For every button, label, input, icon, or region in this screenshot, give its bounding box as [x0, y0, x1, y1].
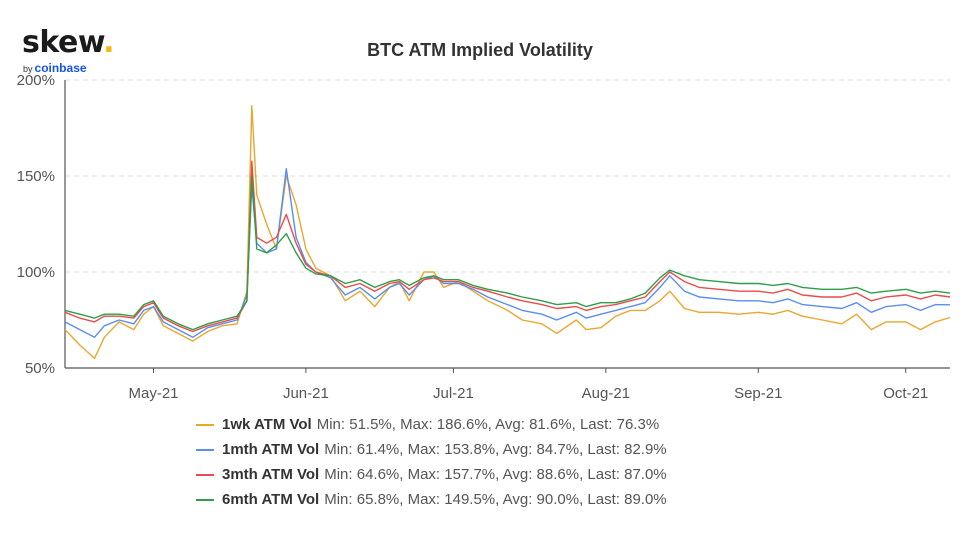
legend-series-stats: Min: 51.5%, Max: 186.6%, Avg: 81.6%, Las…	[316, 416, 660, 433]
logo-dot: .	[103, 25, 115, 60]
logo-coinbase-text: coinbase	[34, 61, 87, 75]
x-tick-label: May-21	[128, 385, 178, 402]
y-tick-label: 50%	[25, 360, 55, 377]
legend-item-4[interactable]: 6mth ATM Vol Min: 65.8%, Max: 149.5%, Avg…	[196, 487, 667, 512]
series-line-4	[64, 176, 951, 331]
legend-swatch	[196, 473, 214, 476]
legend-series-name: 1wk ATM Vol	[222, 416, 312, 433]
series-line-1	[64, 105, 951, 360]
x-tick-label: Jul-21	[433, 385, 474, 402]
skew-logo: skew. by coinbase	[22, 25, 115, 76]
x-tick-label: Oct-21	[883, 385, 928, 402]
grid-lines	[65, 79, 950, 273]
legend: 1wk ATM Vol Min: 51.5%, Max: 186.6%, Avg:…	[196, 412, 667, 512]
y-tick-label: 200%	[17, 72, 55, 89]
legend-item-1[interactable]: 1wk ATM Vol Min: 51.5%, Max: 186.6%, Avg:…	[196, 412, 667, 437]
legend-series-name: 3mth ATM Vol	[222, 466, 320, 483]
tick-labels: 50% 100% 150% 200% May-21 Jun-21 Jul-21 Aug-21 S…	[17, 72, 929, 402]
x-tick-label: Sep-21	[734, 385, 782, 402]
legend-item-2[interactable]: 1mth ATM Vol Min: 61.4%, Max: 153.8%, Avg…	[196, 437, 667, 462]
legend-item-3[interactable]: 3mth ATM Vol Min: 64.6%, Max: 157.7%, Avg…	[196, 462, 667, 487]
logo-by-text: by	[23, 64, 33, 74]
logo-wordmark: skew	[22, 25, 104, 60]
legend-swatch	[196, 423, 214, 426]
y-tick-label: 150%	[17, 168, 55, 185]
legend-series-stats: Min: 61.4%, Max: 153.8%, Avg: 84.7%, Las…	[324, 441, 667, 458]
x-tick-label: Aug-21	[582, 385, 630, 402]
legend-series-stats: Min: 64.6%, Max: 157.7%, Avg: 88.6%, Las…	[324, 466, 667, 483]
legend-series-stats: Min: 65.8%, Max: 149.5%, Avg: 90.0%, Las…	[324, 491, 667, 508]
x-tick-label: Jun-21	[283, 385, 329, 402]
legend-series-name: 6mth ATM Vol	[222, 491, 320, 508]
series-line-3	[64, 160, 951, 333]
series-line-2	[64, 168, 951, 338]
series-lines	[64, 105, 951, 360]
axes	[64, 80, 950, 373]
chart-title: BTC ATM Implied Volatility	[367, 40, 593, 60]
legend-swatch	[196, 448, 214, 451]
y-tick-label: 100%	[17, 264, 55, 281]
legend-series-name: 1mth ATM Vol	[222, 441, 320, 458]
legend-swatch	[196, 498, 214, 501]
